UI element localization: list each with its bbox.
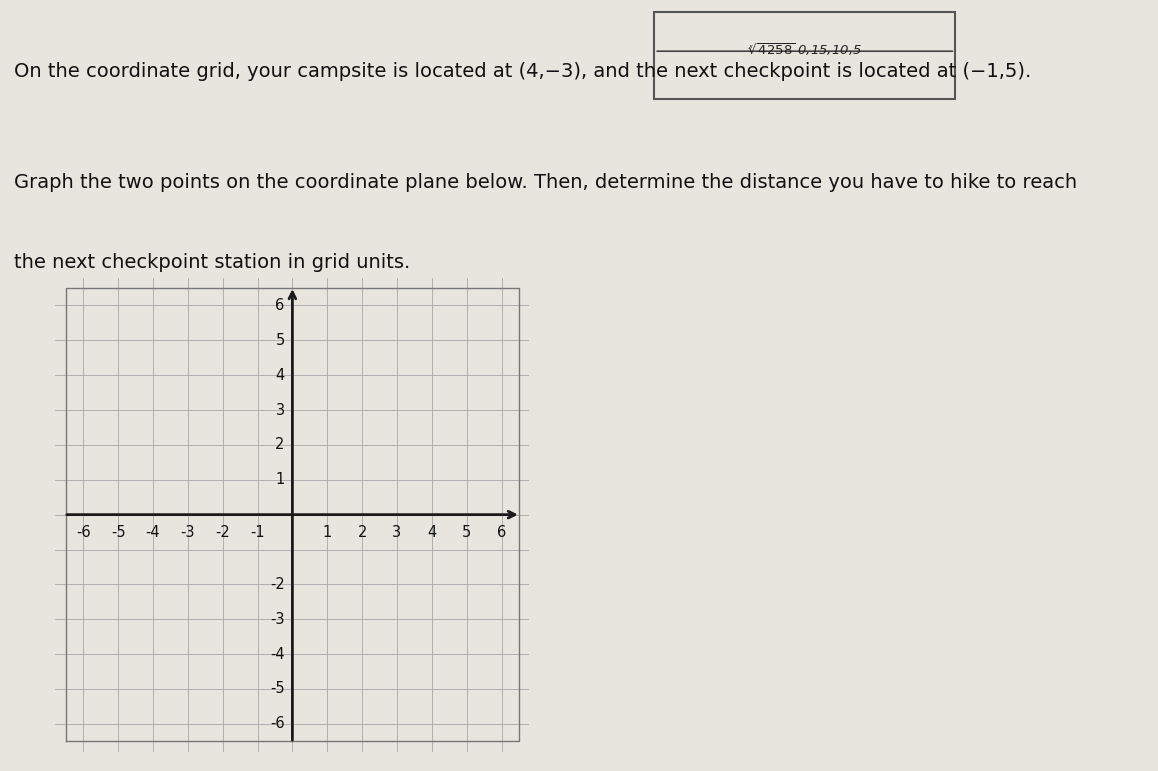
Text: -4: -4 <box>146 525 160 540</box>
Text: -4: -4 <box>270 647 285 662</box>
Text: 6: 6 <box>276 298 285 313</box>
Text: -2: -2 <box>215 525 230 540</box>
Text: 2: 2 <box>358 525 367 540</box>
Text: 2: 2 <box>276 437 285 453</box>
Text: 4: 4 <box>276 368 285 382</box>
Text: 1: 1 <box>323 525 332 540</box>
Text: 4: 4 <box>427 525 437 540</box>
Text: -3: -3 <box>270 611 285 627</box>
Text: Graph the two points on the coordinate plane below. Then, determine the distance: Graph the two points on the coordinate p… <box>14 173 1077 192</box>
Text: On the coordinate grid, your campsite is located at (4,−3), and the next checkpo: On the coordinate grid, your campsite is… <box>14 62 1031 81</box>
Text: -1: -1 <box>250 525 265 540</box>
Text: -5: -5 <box>111 525 125 540</box>
Text: 5: 5 <box>276 333 285 348</box>
Text: 3: 3 <box>276 402 285 418</box>
Text: 6: 6 <box>497 525 506 540</box>
Text: -2: -2 <box>270 577 285 592</box>
Text: -3: -3 <box>181 525 195 540</box>
Text: 3: 3 <box>393 525 402 540</box>
Text: 5: 5 <box>462 525 471 540</box>
Text: -6: -6 <box>76 525 90 540</box>
Text: $\sqrt[x]{4258}$ 0,15,10,5: $\sqrt[x]{4258}$ 0,15,10,5 <box>748 41 862 58</box>
Text: -5: -5 <box>270 682 285 696</box>
Text: the next checkpoint station in grid units.: the next checkpoint station in grid unit… <box>14 253 410 272</box>
Text: 1: 1 <box>276 473 285 487</box>
Text: -6: -6 <box>270 716 285 732</box>
